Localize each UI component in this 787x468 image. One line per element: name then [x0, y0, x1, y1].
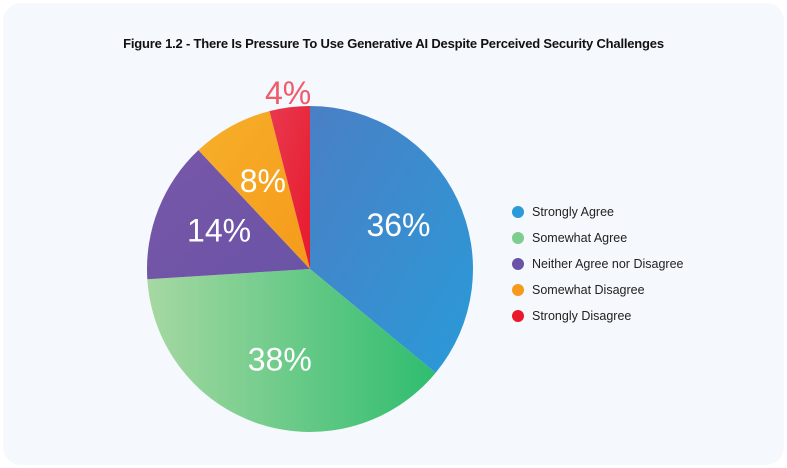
legend-label: Neither Agree nor Disagree — [532, 257, 684, 271]
legend-dot — [512, 258, 524, 270]
legend-label: Somewhat Agree — [532, 231, 628, 245]
legend-label: Strongly Agree — [532, 205, 614, 219]
legend-item-strongly-disagree: Strongly Disagree — [512, 303, 683, 329]
legend-item-somewhat-disagree: Somewhat Disagree — [512, 277, 683, 303]
legend: Strongly Agree Somewhat Agree Neither Ag… — [512, 199, 683, 329]
data-label: 38% — [248, 341, 312, 377]
legend-label: Somewhat Disagree — [532, 283, 645, 297]
legend-dot — [512, 284, 524, 296]
legend-dot — [512, 310, 524, 322]
data-label: 14% — [187, 212, 251, 248]
legend-item-strongly-agree: Strongly Agree — [512, 199, 683, 225]
chart-title: Figure 1.2 - There Is Pressure To Use Ge… — [123, 36, 664, 51]
pie-slice-neither-agree-nor-disagree — [147, 150, 310, 280]
legend-label: Strongly Disagree — [532, 309, 632, 323]
pie-slice-somewhat-agree — [147, 269, 436, 432]
pie-slice-strongly-agree — [310, 106, 473, 373]
data-label: 8% — [240, 163, 286, 199]
legend-dot — [512, 232, 524, 244]
data-label: 36% — [366, 207, 430, 243]
legend-item-neither: Neither Agree nor Disagree — [512, 251, 683, 277]
data-label: 4% — [265, 75, 311, 111]
legend-dot — [512, 206, 524, 218]
pie-slice-strongly-disagree — [269, 106, 310, 269]
legend-item-somewhat-agree: Somewhat Agree — [512, 225, 683, 251]
pie-slice-somewhat-disagree — [198, 111, 310, 269]
